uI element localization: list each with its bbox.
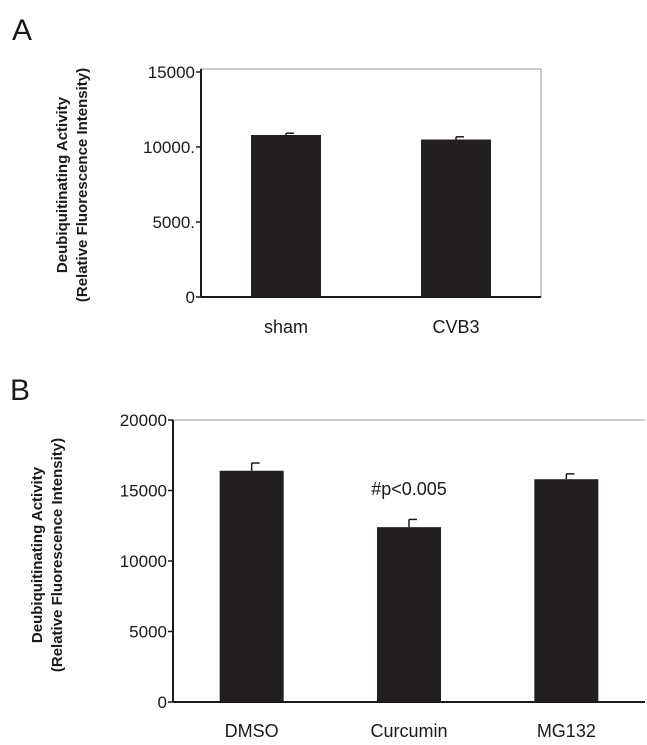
category-label: CVB3 (432, 317, 479, 337)
bar (534, 479, 599, 702)
panel-b: B Deubiquitinating Activity (Relative Fl… (10, 374, 645, 741)
y-tick-label: 10000 (120, 552, 167, 571)
panel-a-bars (251, 132, 491, 297)
panel-b-ylabel-line2: (Relative Fluorescence Intensity) (49, 438, 66, 672)
significance-annotation: #p<0.005 (371, 479, 447, 499)
panel-b-annotations: #p<0.005 (371, 479, 447, 499)
y-tick-label: 10000. (143, 138, 195, 157)
category-label: MG132 (537, 721, 596, 741)
y-tick-label: 5000 (129, 623, 167, 642)
bar (377, 527, 441, 702)
panel-a-ylabel-line2: (Relative Fluorescence Intensity) (74, 68, 91, 302)
panel-b-label: B (10, 374, 30, 407)
category-label: Curcumin (370, 721, 447, 741)
category-label: DMSO (225, 721, 279, 741)
panel-a-y-ticks: 0 5000. 10000. 15000 (143, 63, 201, 307)
panel-a-ylabel-line1: Deubiquitinating Activity (54, 96, 71, 273)
bar (421, 139, 491, 297)
y-tick-label: 15000 (120, 482, 167, 501)
panel-a: A Deubiquitinating Activity (Relative Fl… (12, 14, 542, 337)
bar (219, 470, 284, 702)
panel-b-bars (219, 462, 599, 702)
bar (251, 135, 321, 297)
panel-b-ylabel-line1: Deubiquitinating Activity (29, 466, 46, 643)
y-tick-label: 15000 (148, 63, 195, 82)
panel-b-y-ticks: 0 5000 10000 15000 20000 (120, 411, 173, 712)
y-tick-label: 20000 (120, 411, 167, 430)
panel-a-category-labels: sham CVB3 (264, 317, 480, 337)
y-tick-label: 0 (186, 288, 195, 307)
panel-b-category-labels: DMSO Curcumin MG132 (225, 721, 596, 741)
y-tick-label: 5000. (152, 213, 195, 232)
panel-a-label: A (12, 14, 32, 47)
category-label: sham (264, 317, 308, 337)
y-tick-label: 0 (158, 693, 167, 712)
